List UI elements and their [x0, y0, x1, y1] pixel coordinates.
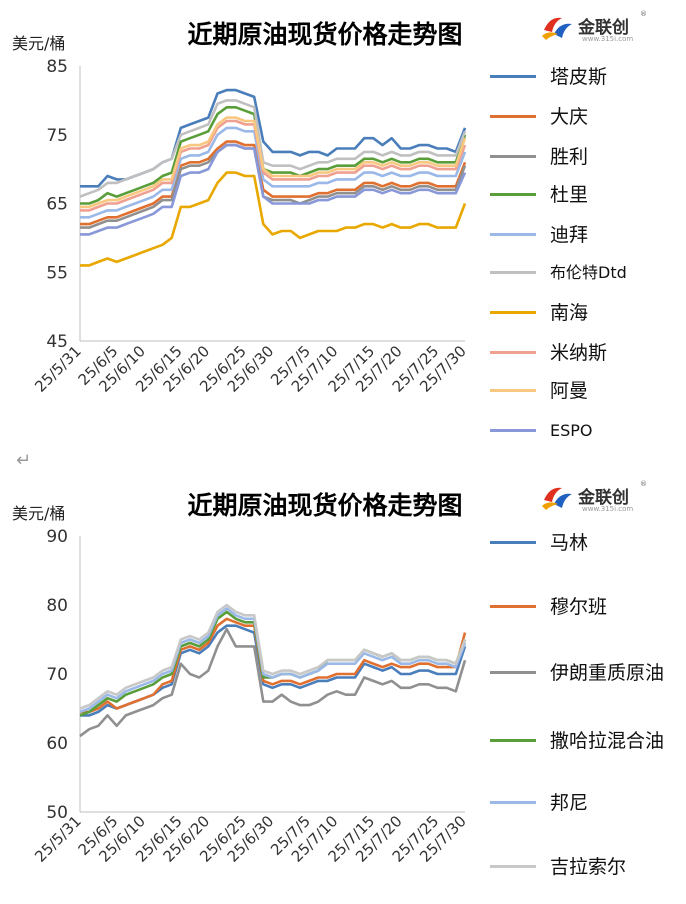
- legend-label: 南海: [550, 302, 589, 324]
- legend-label: ESPO: [550, 421, 593, 440]
- legend-swatch: [490, 311, 536, 314]
- series-line-10: [80, 143, 467, 236]
- legend-label: 大庆: [550, 106, 589, 128]
- series-line-2: [80, 617, 467, 714]
- chart-2-svg: 506070809025/5/3125/6/525/6/1025/6/1525/…: [31, 527, 470, 866]
- legend-swatch: [490, 75, 536, 78]
- legend-swatch: [490, 541, 536, 544]
- series-line-8: [80, 119, 467, 212]
- legend-label: 穆尔班: [550, 596, 608, 618]
- series-line-3: [79, 627, 467, 738]
- series-line-2: [80, 140, 467, 226]
- legend-swatch: [490, 429, 536, 432]
- legend-swatch: [490, 155, 536, 158]
- chart-1-svg: 455565758525/5/3125/6/525/6/1025/6/1525/…: [31, 57, 470, 396]
- legend-label: 邦尼: [550, 792, 589, 814]
- jinlianchuang-logo-icon: [542, 487, 572, 510]
- legend-swatch: [490, 351, 536, 354]
- logo-url: www.315i.com: [582, 35, 634, 43]
- logo-text: 金联创: [578, 488, 629, 508]
- legend-swatch: [490, 739, 536, 742]
- chart-1-title: 近期原油现货价格走势图: [187, 20, 463, 49]
- legend-label: 布伦特Dtd: [550, 263, 627, 282]
- y-tick-label: 90: [46, 527, 68, 547]
- y-tick-label: 50: [46, 803, 68, 823]
- series-line-6: [79, 99, 467, 198]
- series-line-5: [80, 126, 467, 219]
- legend-swatch: [490, 605, 536, 608]
- y-tick-label: 55: [46, 263, 68, 283]
- series-line-9: [80, 116, 467, 209]
- series-line-6: [79, 603, 467, 710]
- jinlianchuang-logo-icon: [542, 17, 572, 40]
- y-tick-label: 65: [46, 195, 68, 215]
- y-tick-label: 70: [46, 665, 68, 685]
- chart-panel-2: 50 60 70 80 90 25/5/31 25/6/5 25/6/10 25/6/15 25/…: [0, 478, 686, 904]
- legend-swatch: [490, 271, 536, 274]
- paragraph-break-mark: ↵: [16, 450, 32, 471]
- legend-swatch: [490, 115, 536, 118]
- chart-panel-1: 45 55 65 75 85 25/5/31 25/6/5 25/6/10 25/6/15 25/…: [0, 0, 686, 440]
- logo-text: 金联创: [578, 18, 629, 38]
- legend-label: 塔皮斯: [550, 66, 608, 88]
- legend-swatch: [490, 671, 536, 674]
- logo-registered-mark: ®: [640, 10, 647, 18]
- series-line-3: [80, 143, 467, 229]
- legend-label: 阿曼: [550, 380, 589, 402]
- series-line-4: [80, 106, 467, 205]
- y-tick-label: 80: [46, 596, 68, 616]
- legend-label: 迪拜: [550, 224, 589, 246]
- logo-registered-mark: ®: [640, 480, 647, 488]
- legend-swatch: [490, 801, 536, 804]
- legend-label: 伊朗重质原油: [550, 662, 665, 684]
- brand-logo-2: 金联创 ® www.315i.com: [540, 478, 670, 516]
- y-tick-label: 45: [46, 332, 68, 352]
- legend-swatch: [490, 865, 536, 868]
- legend-swatch: [490, 389, 536, 392]
- legend-label: 撒哈拉混合油: [550, 730, 665, 752]
- chart-2-unit-label: 美元/桶: [12, 504, 66, 523]
- chart-1-unit-label: 美元/桶: [12, 34, 66, 53]
- brand-logo-1: 金联创 ® www.315i.com: [540, 8, 670, 46]
- legend-label: 杜里: [550, 184, 589, 206]
- legend-label: 吉拉索尔: [550, 856, 627, 878]
- y-tick-label: 85: [46, 57, 68, 77]
- legend-swatch: [490, 233, 536, 236]
- y-tick-label: 60: [46, 734, 68, 754]
- series-line-7: [80, 171, 467, 267]
- legend-swatch: [490, 193, 536, 196]
- legend-label: 马林: [550, 532, 589, 554]
- series-line-5: [79, 607, 467, 714]
- legend-label: 胜利: [550, 146, 589, 168]
- y-tick-label: 75: [46, 126, 68, 146]
- chart-2-title: 近期原油现货价格走势图: [187, 491, 463, 520]
- logo-url: www.315i.com: [582, 505, 634, 513]
- legend-label: 米纳斯: [550, 342, 608, 364]
